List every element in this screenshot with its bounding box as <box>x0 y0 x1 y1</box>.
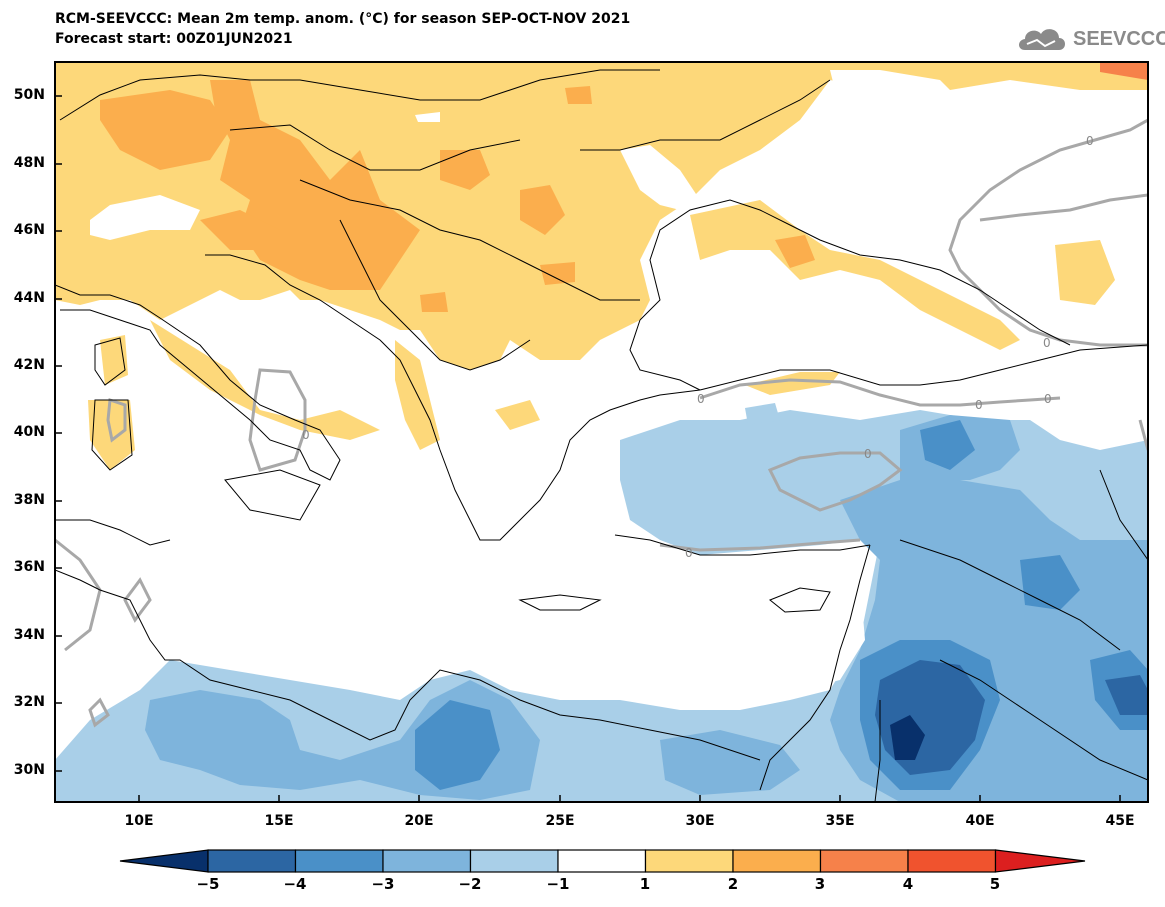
orange-alps <box>200 210 280 250</box>
contour-label: 0 <box>864 447 872 461</box>
contour-label: 0 <box>697 392 705 406</box>
lon-tick-label: 10E <box>124 813 154 829</box>
warm-italy-coast <box>150 320 380 440</box>
warm-greece-north <box>495 400 540 430</box>
lat-tick-label: 42N <box>13 357 45 373</box>
colorbar <box>119 849 1086 873</box>
lon-tick-label: 30E <box>685 813 715 829</box>
orange-romania <box>520 185 565 235</box>
lat-tick-label: 30N <box>13 762 45 778</box>
map-frame <box>54 61 1149 803</box>
warm-region <box>55 62 1148 370</box>
shaded-field <box>55 62 1148 802</box>
lon-tick-label: 35E <box>825 813 855 829</box>
cloud-icon <box>1019 29 1065 50</box>
orange-small-1 <box>565 86 592 104</box>
colorbar-label: 3 <box>814 875 826 893</box>
cool-white-gap <box>55 505 865 710</box>
colorbar-label: 1 <box>639 875 651 893</box>
colorbar-label: 5 <box>989 875 1001 893</box>
lon-tick-label: 20E <box>404 813 434 829</box>
hole-northeast <box>800 70 1148 240</box>
zero-contours <box>55 118 1148 728</box>
lat-tick-label: 40N <box>13 424 45 440</box>
colorbar-label: −1 <box>546 875 570 893</box>
orange-small-3 <box>420 292 448 312</box>
colorbar-label: −3 <box>371 875 395 893</box>
cool5-core <box>890 715 925 760</box>
hole-ukraine <box>620 145 700 210</box>
orange-west <box>100 90 230 170</box>
orange-hungary <box>440 150 490 190</box>
warm-patch-east <box>1055 240 1115 305</box>
cool3-iraq <box>1020 555 1080 610</box>
forecast-start: Forecast start: 00Z01JUN2021 <box>55 31 293 47</box>
seevccc-logo: SEEVCCC <box>1015 20 1165 56</box>
colorbar-label: −5 <box>196 875 220 893</box>
lat-tick-label: 46N <box>13 222 45 238</box>
lat-tick-label: 38N <box>13 492 45 508</box>
map-title: RCM-SEEVCCC: Mean 2m temp. anom. (°C) fo… <box>55 11 631 27</box>
lon-tick-label: 40E <box>965 813 995 829</box>
lat-tick-label: 36N <box>13 559 45 575</box>
colorbar-label: 2 <box>727 875 739 893</box>
coastlines <box>55 69 1148 802</box>
lat-tick-label: 48N <box>13 155 45 171</box>
cool3-east <box>920 420 975 470</box>
cool2-egypt <box>660 730 800 795</box>
orange-small-2 <box>540 262 575 285</box>
warm-nw-corner <box>1100 62 1148 80</box>
colorbar-label: 4 <box>902 875 914 893</box>
hole-poland <box>415 112 440 122</box>
cool3-libya <box>415 700 500 790</box>
lat-tick-label: 50N <box>13 87 45 103</box>
contour-label: 0 <box>1043 336 1051 350</box>
colorbar-extension-high <box>994 849 1086 873</box>
contour-label: 0 <box>1086 134 1094 148</box>
lat-tick-label: 32N <box>13 694 45 710</box>
cool4-gulf <box>1105 675 1148 715</box>
lat-tick-label: 44N <box>13 290 45 306</box>
contour-label: 0 <box>1044 392 1052 406</box>
ticks <box>55 95 1121 802</box>
colorbar-extension-low <box>119 849 209 873</box>
contour-label: 0 <box>302 428 310 442</box>
lon-tick-label: 15E <box>264 813 294 829</box>
colorbar-label: −4 <box>283 875 307 893</box>
lon-tick-label: 45E <box>1105 813 1135 829</box>
lat-tick-label: 34N <box>13 627 45 643</box>
contour-label: 0 <box>685 546 693 560</box>
warm-band-crimea <box>690 200 1020 350</box>
lon-tick-label: 25E <box>545 813 575 829</box>
contour-label: 0 <box>975 398 983 412</box>
cool-small-2 <box>745 403 780 425</box>
logo-text: SEEVCCC <box>1073 28 1165 50</box>
orange-crimea <box>775 235 815 268</box>
warm-patch-turkey-coast <box>745 372 840 395</box>
colorbar-label: −2 <box>458 875 482 893</box>
hole-alps <box>90 195 200 240</box>
